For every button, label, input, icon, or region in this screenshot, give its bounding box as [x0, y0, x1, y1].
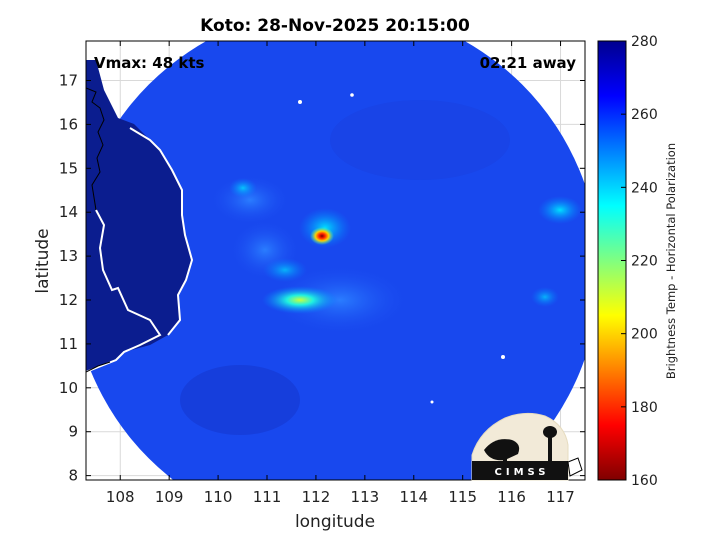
- colorbar-tick-label: 160: [631, 473, 658, 489]
- colorbar-label: Brightness Temp - Horizontal Polarizatio…: [664, 143, 678, 379]
- y-tick-label: 9: [68, 423, 78, 441]
- colorbar-tick-label: 260: [631, 107, 658, 123]
- colorbar-tick-label: 220: [631, 254, 658, 270]
- colorbar-tick-label: 280: [631, 34, 658, 50]
- coastline-outside: [86, 87, 105, 211]
- x-tick-label: 114: [399, 488, 428, 506]
- data-layer: [86, 41, 585, 480]
- x-tick-label: 117: [546, 488, 575, 506]
- x-tick-label: 111: [253, 488, 282, 506]
- x-tick-label: 109: [155, 488, 184, 506]
- cimss-logo: CIMSS: [471, 412, 583, 481]
- colorbar-tick-label: 200: [631, 327, 658, 343]
- y-tick-label: 11: [59, 335, 78, 353]
- x-tick-label: 108: [106, 488, 135, 506]
- rain-band-west: [229, 178, 257, 198]
- land-region: [86, 60, 192, 372]
- x-tick-label: 115: [448, 488, 477, 506]
- x-axis: 108 109 110 111 112 113 114 115 116 117: [106, 41, 575, 506]
- y-tick-label: 16: [59, 115, 78, 133]
- island-marker: [298, 100, 302, 104]
- y-tick-label: 8: [68, 467, 78, 485]
- x-tick-label: 116: [497, 488, 526, 506]
- y-tick-label: 15: [59, 159, 78, 177]
- y-tick-label: 12: [59, 291, 78, 309]
- coastline: [86, 209, 162, 373]
- logo-tower-top: [543, 426, 557, 438]
- rain-band-east: [538, 196, 582, 224]
- logo-banner: [472, 461, 568, 480]
- colorbar-tick-label: 240: [631, 180, 658, 196]
- colorbar-ticks: 280 260 240 220 200 180 160: [621, 34, 658, 489]
- axes-frame: [85, 40, 586, 481]
- y-axis-label: latitude: [33, 228, 53, 293]
- logo-text: CIMSS: [495, 467, 550, 478]
- chart-title: Koto: 28-Nov-2025 20:15:00: [200, 16, 470, 36]
- y-tick-label: 17: [59, 72, 78, 90]
- y-tick-label: 10: [59, 379, 78, 397]
- logo-tower: [548, 436, 552, 462]
- cloud-band: [270, 265, 410, 335]
- y-axis: 8 9 10 11 12 13 14 15 16 17: [59, 72, 585, 485]
- rain-band-south: [262, 286, 338, 314]
- x-tick-label: 110: [204, 488, 233, 506]
- logo-dish: [484, 439, 520, 461]
- island-marker: [350, 93, 354, 97]
- rain-band-south: [263, 258, 307, 282]
- storm-center: [310, 227, 334, 245]
- rain-band-east: [531, 287, 559, 307]
- cool-patch: [330, 100, 510, 180]
- cool-patch: [180, 365, 300, 435]
- y-tick-label: 13: [59, 247, 78, 265]
- coastline-outside: [86, 361, 111, 373]
- y-tick-label: 14: [59, 203, 78, 221]
- logo-islet: [567, 457, 583, 477]
- vmax-annotation: Vmax: 48 kts: [94, 54, 204, 72]
- x-axis-label: longitude: [295, 512, 375, 532]
- x-tick-label: 112: [302, 488, 331, 506]
- island-marker: [430, 400, 434, 404]
- colorbar-tick-label: 180: [631, 400, 658, 416]
- coastline: [129, 127, 194, 336]
- time-away-annotation: 02:21 away: [480, 54, 577, 72]
- island-marker: [501, 355, 505, 359]
- x-tick-label: 113: [351, 488, 380, 506]
